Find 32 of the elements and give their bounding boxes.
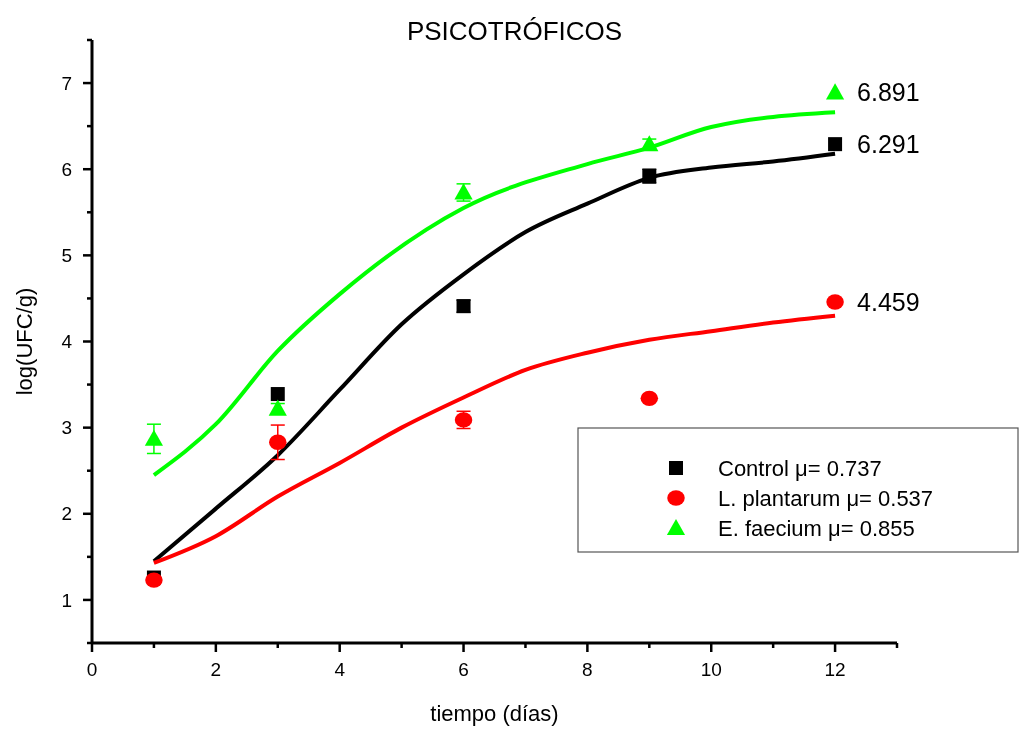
point bbox=[268, 399, 287, 416]
point bbox=[144, 429, 164, 446]
data-label: 6.891 bbox=[857, 78, 920, 107]
point bbox=[828, 137, 843, 152]
point bbox=[640, 390, 659, 407]
x-tick-label: 2 bbox=[210, 659, 222, 680]
point bbox=[270, 387, 285, 402]
x-tick-label: 4 bbox=[334, 659, 346, 680]
point bbox=[640, 135, 659, 152]
x-tick-label: 12 bbox=[824, 659, 846, 680]
data-label: 6.291 bbox=[857, 129, 920, 158]
legend-label: L. plantarum μ= 0.537 bbox=[718, 485, 934, 511]
y-tick-label: 6 bbox=[61, 158, 72, 180]
y-tick-label: 1 bbox=[61, 589, 72, 611]
x-axis-title: tiempo (días) bbox=[430, 701, 559, 726]
legend-label: E. faecium μ= 0.855 bbox=[718, 515, 915, 541]
point bbox=[826, 294, 844, 310]
x-tick-label: 0 bbox=[86, 659, 98, 680]
y-tick-label: 2 bbox=[61, 503, 72, 525]
chart-title: PSICOTRÓFICOS bbox=[406, 16, 623, 46]
y-tick-label: 4 bbox=[61, 331, 73, 353]
point bbox=[825, 83, 845, 100]
y-tick-label: 7 bbox=[61, 72, 72, 94]
y-axis-title: log(UFC/g) bbox=[12, 287, 37, 396]
legend-label: Control μ= 0.737 bbox=[718, 455, 882, 481]
x-tick-label: 8 bbox=[582, 659, 593, 680]
data-label: 4.459 bbox=[857, 287, 920, 316]
x-tick-label: 6 bbox=[458, 659, 469, 680]
point bbox=[269, 434, 287, 450]
x-tick-label: 10 bbox=[700, 659, 722, 680]
y-tick-label: 3 bbox=[61, 417, 72, 439]
y-tick-label: 5 bbox=[61, 245, 72, 267]
